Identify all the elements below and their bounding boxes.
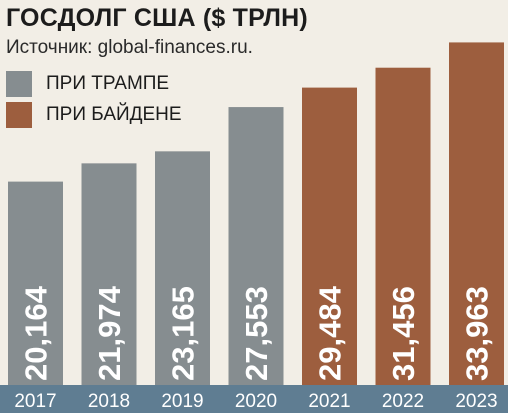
- bar-2023: [449, 42, 504, 386]
- bar-2022: [375, 67, 431, 385]
- chart-title: ГОСДОЛГ США ($ ТРЛН): [6, 4, 308, 32]
- legend-label-biden: ПРИ БАЙДЕНЕ: [46, 104, 182, 125]
- x-axis-band: [0, 385, 508, 413]
- x-tick-label-2017: 2017: [14, 391, 56, 412]
- bar-2021: [302, 87, 357, 385]
- x-tick-label-2020: 2020: [235, 391, 277, 412]
- bar-value-label-2019: 23,165: [166, 286, 201, 381]
- legend-swatch-biden: [6, 102, 32, 128]
- chart-source: Источник: global-finances.ru.: [6, 37, 253, 58]
- value-labels-group: 20,164 21,974 23,165 27,553 29,484 31,456 33,9…: [19, 285, 495, 381]
- x-tick-label-2019: 2019: [161, 391, 203, 412]
- legend-label-trump: ПРИ ТРАМПЕ: [46, 73, 170, 94]
- bar-value-label-2023: 33,963: [460, 286, 495, 381]
- bar-value-label-2020: 27,553: [239, 286, 274, 381]
- bars-group: [8, 42, 504, 386]
- bar-value-label-2017: 20,164: [19, 285, 54, 381]
- legend-item-biden: ПРИ БАЙДЕНЕ: [6, 102, 182, 128]
- legend-swatch-trump: [6, 71, 32, 97]
- x-tick-labels-group: 2017 2018 2019 2020 2021 2022 2023: [14, 391, 497, 412]
- x-tick-label-2018: 2018: [88, 391, 130, 412]
- x-tick-label-2023: 2023: [455, 391, 497, 412]
- bar-value-label-2018: 21,974: [92, 285, 127, 381]
- bar-2020: [228, 107, 284, 385]
- bar-value-label-2021: 29,484: [313, 285, 348, 381]
- bar-2018: [81, 163, 137, 385]
- bar-value-label-2022: 31,456: [386, 286, 421, 381]
- x-tick-label-2022: 2022: [382, 391, 424, 412]
- x-tick-label-2021: 2021: [308, 391, 350, 412]
- bar-2019: [155, 151, 210, 385]
- legend-item-trump: ПРИ ТРАМПЕ: [6, 71, 169, 97]
- bar-2017: [8, 181, 63, 385]
